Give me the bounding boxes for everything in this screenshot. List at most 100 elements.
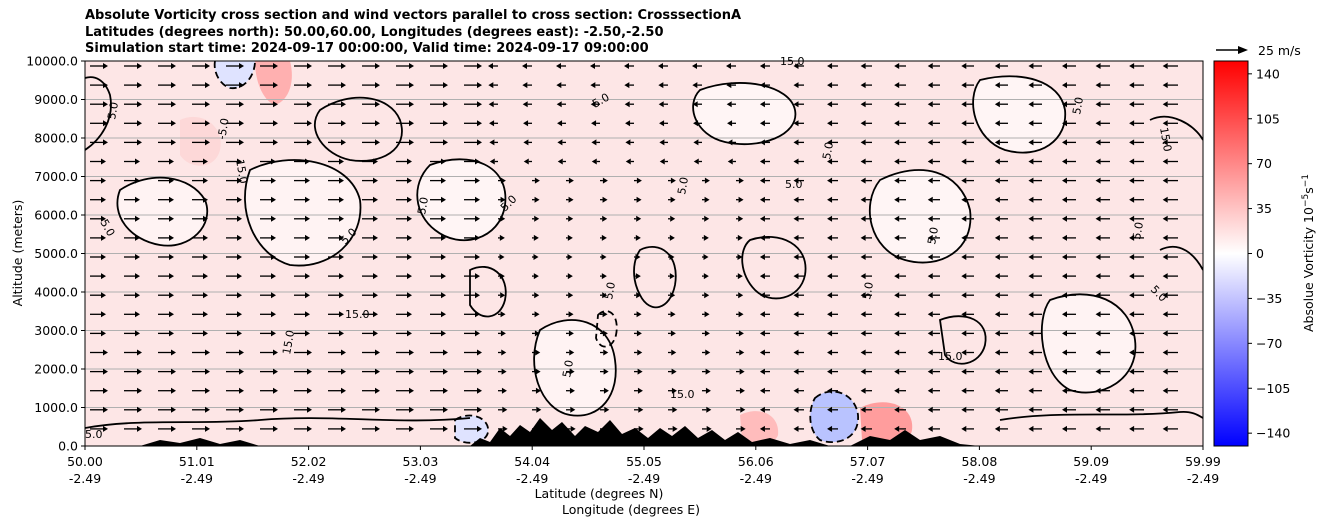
wind-vector-head [759, 139, 765, 146]
wind-vector-head [961, 101, 967, 108]
wind-vector-head [341, 82, 346, 89]
wind-vector-head [961, 177, 967, 184]
wind-vector-head [239, 120, 244, 127]
colorbar-ticks: 140 105 70 35 0 −35 −70 −105 −140 [1248, 66, 1290, 441]
wind-vector-head [501, 368, 507, 375]
wind-vector-head [375, 368, 380, 375]
y-tick-label: 7000.0 [34, 169, 78, 184]
wind-vector-head [536, 406, 542, 413]
wind-vector-head [488, 101, 494, 108]
wind-vector-head [169, 273, 174, 280]
wind-vector-head [443, 82, 448, 89]
wind-vector-head [672, 425, 678, 432]
colorbar-label-main: Absolue Vorticity 10 [1301, 207, 1316, 332]
negative-contour-line [454, 414, 489, 444]
wind-vector-head [793, 273, 799, 280]
wind-vector-head [135, 330, 140, 337]
wind-vector-head [341, 63, 346, 69]
wind-vector-head [726, 63, 731, 69]
wind-vector-head [339, 215, 344, 222]
wind-vector-head [704, 311, 710, 318]
wind-vector-head [533, 273, 539, 280]
wind-vector-head [237, 254, 242, 260]
wind-vector-head [670, 196, 676, 203]
wind-vector-head [705, 349, 711, 356]
wind-vector-head [759, 406, 765, 413]
wind-vector-head [477, 406, 482, 413]
wind-vector-head [568, 177, 574, 184]
wind-vector-head [860, 425, 866, 432]
wind-vector-head [860, 234, 866, 241]
wind-vector-head [500, 330, 506, 337]
wind-vector-head [273, 425, 278, 432]
wind-vector-head [739, 387, 745, 394]
wind-vector-head [738, 330, 744, 337]
x-tick-label-lon: -2.49 [292, 471, 324, 486]
wind-vector-head [475, 234, 480, 241]
wind-vector-head [373, 330, 378, 337]
wind-vector-head [704, 330, 710, 337]
wind-vector-head [1162, 273, 1168, 280]
negative-contour-line [595, 310, 618, 348]
wind-vector-head [205, 425, 210, 432]
wind-vector-head [927, 368, 933, 375]
wind-vector-head [1162, 311, 1168, 318]
wind-vector-head [373, 311, 378, 318]
wind-vector-head [1095, 177, 1101, 184]
wind-vector-head [726, 101, 732, 108]
wind-vector-head [994, 177, 1000, 184]
wind-vector-head [671, 349, 677, 356]
wind-vector-head [237, 196, 242, 203]
wind-vector-head [737, 234, 743, 241]
wind-vector-head [961, 196, 967, 203]
wind-vector-head [625, 139, 631, 146]
x-tick-label-lat: 58.08 [962, 454, 998, 469]
wind-vector-head [568, 215, 574, 222]
wind-vector-head [1095, 101, 1101, 108]
wind-vector-head [1095, 82, 1101, 89]
wind-vector-head [101, 273, 106, 280]
wind-vector-head [961, 120, 967, 127]
wind-vector-head [927, 349, 933, 356]
wind-vector-head [137, 425, 142, 432]
wind-vector-head [273, 120, 278, 127]
wind-vector-head [961, 425, 967, 432]
wind-vector-head [103, 120, 108, 127]
wind-vector-head [638, 425, 644, 432]
wind-vector-head [169, 292, 174, 299]
wind-vector-head [961, 406, 967, 413]
wind-vector-head [443, 120, 448, 127]
contour-label: 5.0 [602, 281, 618, 300]
wind-vector-head [759, 330, 765, 337]
wind-vector-head [1061, 387, 1067, 394]
wind-vector-head [237, 330, 242, 337]
colorbar-tick-label: −70 [1256, 336, 1282, 351]
wind-vector-head [860, 349, 866, 356]
wind-vector-head [568, 330, 574, 337]
x-tick-label-lat: 56.06 [738, 454, 774, 469]
wind-vector-head [203, 273, 208, 280]
wind-vector-head [827, 63, 833, 69]
wind-vector-head [341, 139, 346, 146]
wind-vector-head [927, 177, 933, 184]
low-vorticity-region [693, 82, 796, 145]
wind-vector-head [1095, 234, 1101, 241]
wind-vector-head [341, 349, 346, 356]
wind-vector-head [706, 425, 712, 432]
wind-vector-head [523, 139, 529, 146]
wind-vector-head [477, 139, 482, 146]
wind-vector-head [1095, 349, 1101, 356]
wind-vector-head [441, 254, 446, 260]
wind-vector-head [994, 292, 1000, 299]
wind-vector-head [441, 311, 446, 318]
wind-vector-head [171, 139, 176, 146]
wind-vector-head [894, 254, 900, 260]
contour-label: 5.0 [1070, 96, 1086, 115]
wind-vector-head [1061, 139, 1067, 146]
wind-vector-head [500, 177, 506, 184]
wind-vector-head [961, 368, 967, 375]
contour-label: 15.0 [938, 350, 963, 363]
low-vorticity-region [869, 170, 971, 263]
wind-vector-head [860, 139, 866, 146]
wind-vector-head [961, 254, 967, 260]
